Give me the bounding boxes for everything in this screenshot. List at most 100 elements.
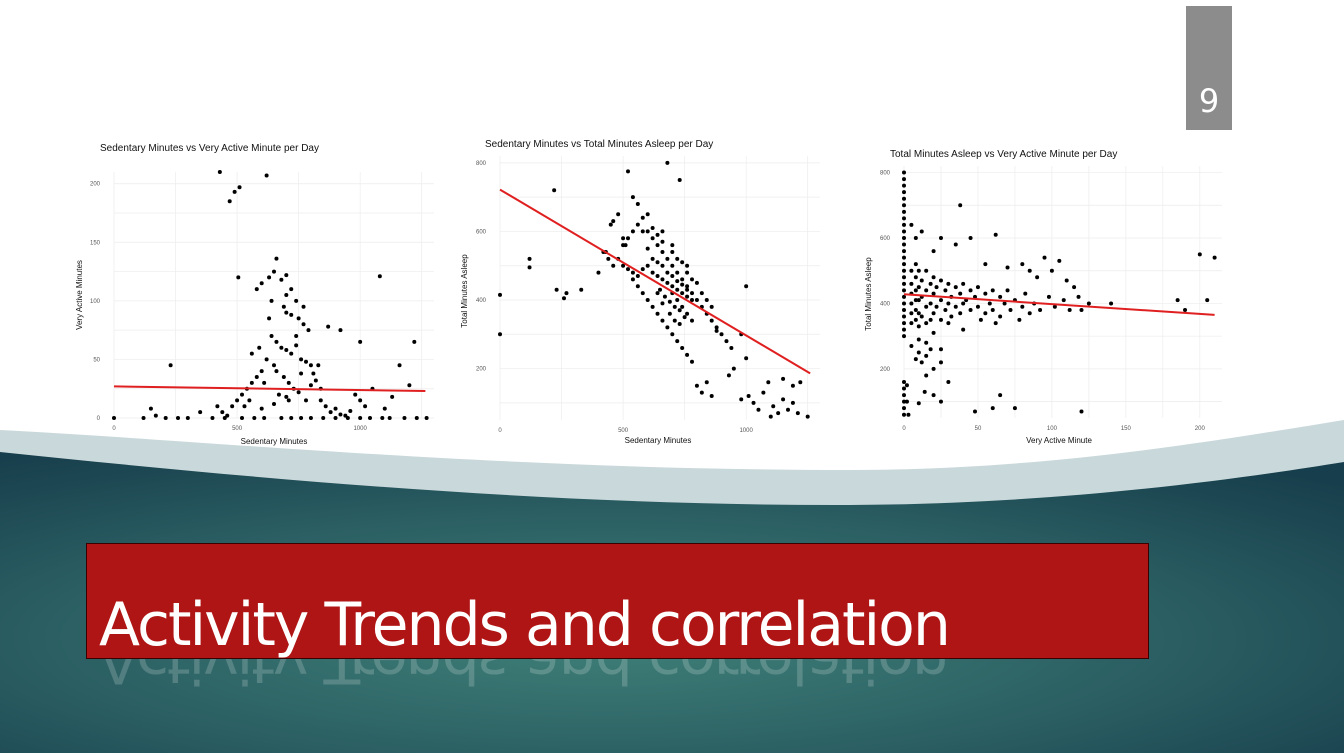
data-point: [660, 318, 665, 323]
data-point: [412, 339, 417, 344]
data-point: [798, 380, 803, 385]
data-point: [919, 278, 924, 283]
data-point: [916, 324, 921, 329]
data-point: [913, 308, 918, 312]
chart-title: Sedentary Minutes vs Very Active Minute …: [100, 143, 319, 154]
data-point: [655, 243, 660, 248]
data-point: [975, 304, 980, 309]
data-point: [1079, 308, 1084, 312]
data-point: [645, 246, 650, 251]
data-point: [630, 277, 635, 282]
data-point: [690, 359, 694, 364]
data-point: [662, 294, 667, 299]
data-point: [279, 345, 284, 350]
data-point: [665, 270, 670, 275]
data-point: [299, 416, 304, 420]
data-point: [685, 352, 690, 357]
data-point: [1020, 262, 1025, 267]
data-point: [1008, 308, 1013, 312]
regression-line: [113, 385, 426, 393]
data-point: [714, 325, 719, 330]
data-point: [289, 312, 294, 317]
data-point: [913, 317, 918, 322]
data-point: [210, 416, 215, 420]
data-point: [751, 400, 756, 405]
data-point: [766, 380, 771, 385]
data-point: [677, 308, 682, 313]
data-point: [655, 232, 660, 237]
data-point: [968, 288, 973, 293]
data-point: [949, 314, 954, 319]
data-point: [153, 413, 158, 418]
data-point: [1064, 278, 1069, 283]
data-point: [983, 291, 988, 296]
data-point: [564, 291, 569, 296]
x-tick-label: 0: [902, 426, 906, 432]
data-point: [141, 416, 146, 420]
data-point: [902, 196, 906, 201]
data-point: [660, 263, 665, 268]
data-point: [946, 380, 951, 384]
data-point: [267, 275, 272, 280]
data-point: [746, 394, 751, 398]
data-point: [296, 316, 301, 321]
data-point: [552, 188, 557, 193]
data-point: [236, 275, 241, 280]
data-point: [163, 416, 168, 420]
data-point: [1027, 311, 1032, 316]
data-point: [972, 409, 977, 414]
data-point: [709, 304, 714, 309]
data-point: [931, 249, 936, 254]
data-point: [269, 298, 274, 303]
data-point: [608, 222, 613, 227]
data-point: [650, 236, 655, 241]
data-point: [301, 304, 306, 309]
data-point: [902, 236, 906, 240]
data-point: [254, 287, 259, 292]
data-point: [1005, 265, 1010, 270]
data-point: [680, 282, 685, 287]
data-point: [913, 262, 918, 267]
data-point: [1086, 301, 1091, 306]
data-point: [645, 298, 650, 302]
data-point: [1079, 409, 1084, 414]
data-point: [675, 279, 680, 284]
data-point: [650, 256, 655, 261]
data-point: [924, 304, 929, 309]
data-point: [902, 242, 906, 247]
data-point: [667, 299, 672, 304]
data-point: [358, 398, 363, 403]
data-point: [902, 281, 906, 286]
data-point: [902, 255, 906, 260]
data-point: [1002, 301, 1007, 306]
data-point: [345, 416, 350, 420]
chart-title: Total Minutes Asleep vs Very Active Minu…: [890, 149, 1117, 160]
y-tick-label: 200: [880, 367, 891, 373]
data-point: [934, 285, 939, 290]
data-point: [902, 275, 906, 280]
data-point: [909, 321, 914, 326]
data-point: [1012, 406, 1017, 411]
data-point: [1057, 258, 1062, 263]
data-point: [1052, 304, 1057, 309]
data-point: [709, 394, 714, 398]
data-point: [902, 229, 906, 234]
data-point: [916, 298, 921, 303]
data-point: [358, 339, 363, 344]
scatter-points: [902, 170, 1217, 417]
data-point: [670, 243, 675, 248]
data-point: [781, 376, 786, 381]
data-point: [953, 304, 958, 309]
x-tick-label: 150: [1121, 426, 1132, 432]
data-point: [368, 416, 372, 420]
data-point: [913, 298, 918, 303]
data-point: [284, 394, 289, 399]
data-point: [902, 249, 906, 254]
data-point: [286, 380, 291, 385]
data-point: [232, 189, 237, 194]
data-point: [616, 212, 621, 217]
data-point: [685, 284, 690, 289]
y-tick-label: 600: [476, 229, 487, 235]
data-point: [931, 366, 936, 371]
data-point: [640, 291, 645, 296]
